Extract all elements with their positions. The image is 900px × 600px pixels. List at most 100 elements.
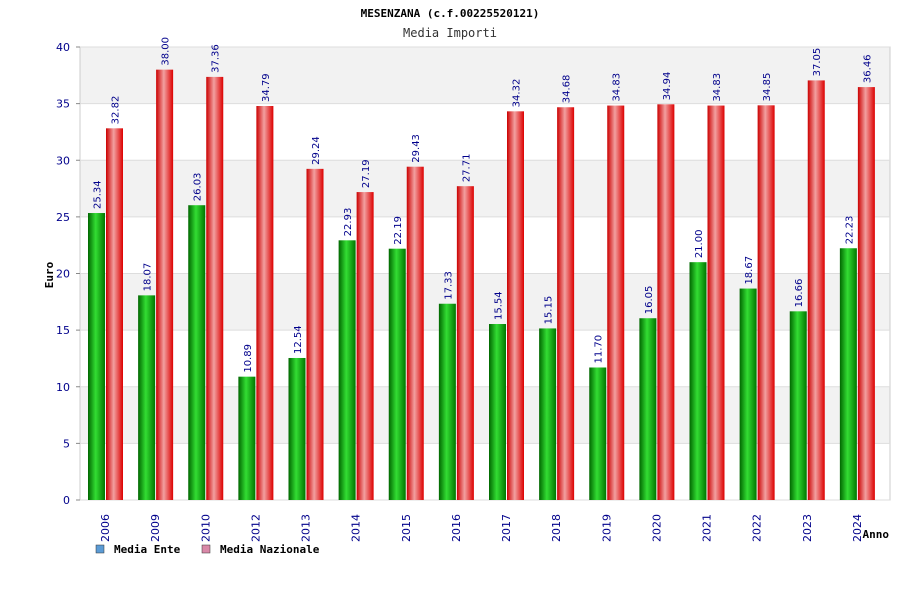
data-label: 25.34 [93, 180, 104, 209]
bar-media-ente-2021 [689, 262, 707, 500]
chart-subtitle: Media Importi [403, 26, 497, 40]
x-tick-label: 2010 [199, 514, 212, 542]
data-label: 29.24 [311, 136, 322, 165]
legend-label-media-nazionale: Media Nazionale [220, 543, 320, 556]
legend-label-media-ente: Media Ente [114, 543, 181, 556]
x-tick-label: 2009 [149, 514, 162, 542]
y-tick-label: 35 [56, 98, 70, 111]
bar-media-ente-2024 [839, 248, 857, 500]
data-label: 38.00 [161, 37, 172, 66]
bar-media-ente-2016 [438, 303, 456, 500]
data-label: 26.03 [193, 173, 204, 202]
data-label: 27.71 [461, 154, 472, 183]
data-label: 15.15 [544, 296, 555, 325]
x-tick-label: 2021 [701, 514, 714, 542]
bar-media-ente-2009 [138, 295, 156, 500]
y-axis-label: Euro [43, 261, 56, 288]
y-tick-label: 30 [56, 154, 70, 167]
data-label: 34.83 [612, 73, 623, 102]
bar-media-ente-2017 [489, 324, 506, 500]
y-tick-label: 5 [63, 437, 70, 450]
bar-media-nazionale-2022 [757, 105, 775, 500]
x-tick-label: 2012 [249, 514, 262, 542]
chart-title: MESENZANA (c.f.00225520121) [361, 7, 540, 20]
x-tick-label: 2017 [500, 514, 513, 542]
bar-media-ente-2010 [188, 205, 206, 500]
bar-media-ente-2006 [88, 213, 105, 500]
x-tick-label: 2016 [450, 514, 463, 542]
bar-media-ente-2012 [238, 376, 256, 500]
x-tick-label: 2018 [550, 514, 563, 542]
data-label: 34.68 [562, 75, 573, 104]
x-tick-label: 2006 [99, 514, 112, 542]
data-label: 21.00 [694, 230, 705, 259]
data-label: 32.82 [111, 96, 122, 125]
data-label: 18.07 [143, 263, 154, 292]
bar-media-ente-2019 [589, 367, 607, 500]
bar-media-nazionale-2024 [857, 87, 875, 500]
bar-media-nazionale-2015 [406, 166, 424, 500]
bar-media-nazionale-2023 [807, 80, 825, 500]
legend-swatch-media-nazionale [201, 544, 211, 554]
x-axis-ticks: 2006 2009 2010 2012 2013 2014 2015 2016 2017 2018… [99, 514, 864, 542]
x-axis-label: Anno [863, 528, 890, 541]
x-tick-label: 2024 [851, 514, 864, 542]
bar-media-nazionale-2021 [707, 105, 725, 501]
x-tick-label: 2022 [751, 514, 764, 542]
data-label: 22.93 [343, 208, 354, 237]
bar-media-nazionale-2013 [306, 168, 324, 500]
bar-media-ente-2020 [639, 318, 657, 500]
data-label: 17.33 [443, 271, 454, 300]
bar-media-nazionale-2010 [206, 76, 224, 500]
y-axis-ticks: 0 5 10 15 20 25 30 35 40 [56, 41, 80, 507]
data-label: 34.94 [662, 72, 673, 101]
bar-media-ente-2018 [539, 328, 557, 500]
x-tick-label: 2014 [350, 514, 363, 542]
data-label: 10.89 [243, 344, 254, 373]
data-label: 11.70 [594, 335, 605, 364]
data-label: 27.19 [361, 159, 372, 188]
bar-media-nazionale-2016 [456, 186, 474, 500]
bar-media-nazionale-2019 [607, 105, 625, 501]
data-label: 36.46 [862, 54, 873, 83]
y-tick-label: 25 [56, 211, 70, 224]
bar-media-nazionale-2006 [106, 128, 123, 500]
bar-media-nazionale-2017 [507, 111, 524, 501]
bar-media-ente-2014 [338, 240, 356, 500]
data-label: 34.32 [512, 79, 523, 108]
data-label: 29.43 [411, 134, 422, 163]
bar-media-nazionale-2009 [156, 69, 174, 501]
data-label: 34.83 [712, 73, 723, 102]
y-tick-label: 20 [56, 268, 70, 281]
bar-media-ente-2013 [288, 357, 306, 500]
data-label: 37.36 [211, 44, 222, 73]
bar-media-nazionale-2012 [256, 106, 274, 501]
x-tick-label: 2019 [600, 514, 613, 542]
bars: 25.34 32.82 18.07 38.00 26.03 37.36 10.89 34.79… [88, 37, 875, 501]
data-label: 22.23 [844, 216, 855, 245]
y-tick-label: 40 [56, 41, 70, 54]
bar-media-ente-2022 [739, 288, 757, 500]
legend: Media Ente Media Nazionale [95, 543, 320, 556]
bar-media-ente-2023 [789, 311, 807, 500]
x-tick-label: 2023 [801, 514, 814, 542]
data-label: 16.05 [644, 286, 655, 315]
data-label: 37.05 [812, 48, 823, 77]
bar-media-nazionale-2018 [557, 107, 575, 501]
bar-media-ente-2015 [388, 248, 406, 500]
data-label: 34.85 [762, 73, 773, 102]
legend-swatch-media-ente [95, 544, 105, 554]
x-tick-label: 2020 [650, 514, 663, 542]
data-label: 12.54 [293, 325, 304, 354]
bar-media-nazionale-2014 [356, 192, 374, 501]
data-label: 15.54 [494, 291, 505, 320]
x-tick-label: 2013 [300, 514, 313, 542]
y-tick-label: 0 [63, 494, 70, 507]
data-label: 22.19 [393, 216, 404, 245]
y-tick-label: 10 [56, 381, 70, 394]
data-label: 16.66 [794, 279, 805, 308]
x-tick-label: 2015 [400, 514, 413, 542]
data-label: 34.79 [261, 73, 272, 102]
y-tick-label: 15 [56, 324, 70, 337]
